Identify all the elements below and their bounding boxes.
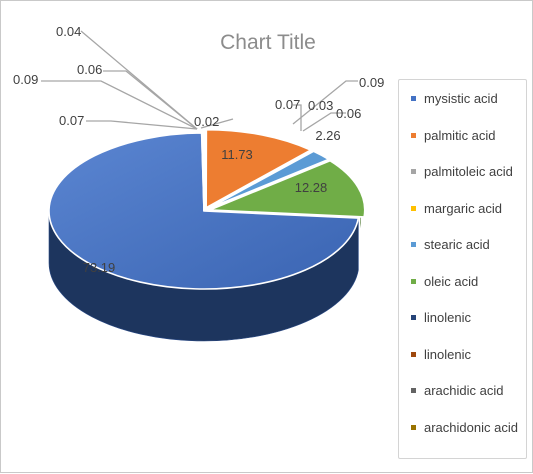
data-label-extra-2: 0.06 xyxy=(77,62,102,77)
legend-item: arachidic acid xyxy=(411,383,504,398)
chart-title: Chart Title xyxy=(220,31,316,54)
legend-item: linolenic xyxy=(411,310,471,325)
legend-item: stearic acid xyxy=(411,237,490,252)
leader-line xyxy=(103,71,197,129)
legend-marker xyxy=(411,242,416,247)
legend-item: margaric acid xyxy=(411,201,502,216)
data-label-oleic: 12.28 xyxy=(295,180,328,195)
legend-label: palmitic acid xyxy=(424,128,496,143)
legend-item: palmitic acid xyxy=(411,128,496,143)
data-label-mysistic: 0.02 xyxy=(194,114,219,129)
legend-marker xyxy=(411,96,416,101)
legend-label: linolenic xyxy=(424,310,471,325)
data-label-arachidic: 0.09 xyxy=(359,75,384,90)
legend-label: stearic acid xyxy=(424,237,490,252)
leader-line xyxy=(86,121,197,129)
pie-slice-arachidonic xyxy=(203,133,204,211)
legend-label: oleic acid xyxy=(424,274,478,289)
legend-marker xyxy=(411,206,416,211)
legend-marker xyxy=(411,169,416,174)
legend-item: mysistic acid xyxy=(411,91,498,106)
data-label-linolenic: 73.19 xyxy=(83,260,116,275)
data-label-stearic: 2.26 xyxy=(315,128,340,143)
data-label-extra-4: 0.07 xyxy=(59,113,84,128)
data-label-palmitoleic: 0.07 xyxy=(275,97,300,112)
data-label-palmitic: 11.73 xyxy=(221,147,253,162)
legend-item: linolenic xyxy=(411,347,471,362)
legend-marker xyxy=(411,133,416,138)
legend-marker xyxy=(411,279,416,284)
data-label-extra-1: 0.04 xyxy=(56,24,81,39)
legend-item: oleic acid xyxy=(411,274,478,289)
legend-marker xyxy=(411,388,416,393)
legend-label: palmitoleic acid xyxy=(424,164,513,179)
legend-label: linolenic xyxy=(424,347,471,362)
legend-marker xyxy=(411,315,416,320)
legend-label: mysistic acid xyxy=(424,91,498,106)
legend-label: arachidonic acid xyxy=(424,420,518,435)
data-label-extra-3: 0.09 xyxy=(13,72,38,87)
legend-label: margaric acid xyxy=(424,201,502,216)
legend-item: palmitoleic acid xyxy=(411,164,513,179)
legend-marker xyxy=(411,425,416,430)
legend-marker xyxy=(411,352,416,357)
legend: mysistic acid palmitic acid palmitoleic ac… xyxy=(398,79,527,459)
legend-item: arachidonic acid xyxy=(411,420,518,435)
data-label-arachidonic: 0.06 xyxy=(336,106,361,121)
data-label-margaric: 0.03 xyxy=(308,98,333,113)
legend-label: arachidic acid xyxy=(424,383,504,398)
